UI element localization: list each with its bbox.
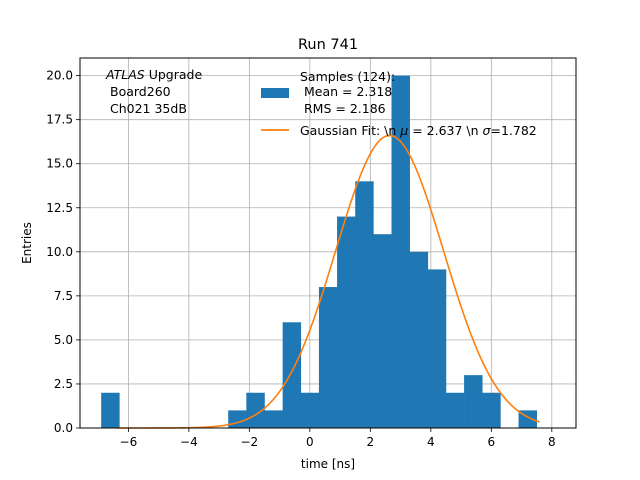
annotation-line-2: Board260	[110, 84, 171, 99]
legend-fit-sigma: σ	[483, 123, 492, 138]
histogram-bar	[409, 251, 429, 428]
histogram-bar	[482, 392, 501, 428]
x-tick-label: 6	[487, 435, 495, 449]
histogram-bar	[337, 216, 356, 428]
histogram-bar	[101, 392, 120, 428]
y-axis-ticks: 0.0 2.5 5.0 7.5 10.0 12.5 15.0 17.5 20.0	[46, 69, 80, 435]
x-tick-label: 2	[367, 435, 375, 449]
y-tick-label: 17.5	[46, 113, 73, 127]
x-tick-label: −2	[241, 435, 259, 449]
histogram-bar	[318, 287, 338, 428]
x-tick-label: −4	[180, 435, 198, 449]
histogram-bar	[264, 410, 283, 428]
x-tick-label: −6	[120, 435, 138, 449]
legend-histogram-patch	[261, 88, 289, 98]
grid-lines	[80, 58, 576, 429]
y-tick-label: 10.0	[46, 245, 73, 259]
histogram-bar	[373, 234, 392, 428]
x-tick-label: 0	[306, 435, 314, 449]
annotation-line-1: ATLAS Upgrade	[105, 67, 202, 82]
y-tick-label: 5.0	[54, 333, 73, 347]
y-axis-label: Entries	[20, 222, 34, 264]
histogram-bar	[391, 75, 410, 428]
histogram-bar	[246, 392, 265, 428]
legend-histogram-line-2: Mean = 2.318	[304, 84, 392, 99]
histogram-bar	[427, 269, 447, 428]
histogram-bar	[464, 375, 483, 428]
histogram-bar	[355, 181, 374, 428]
plot-frame	[79, 57, 577, 429]
x-tick-label: 8	[548, 435, 556, 449]
histogram-bar	[445, 392, 465, 428]
legend-fit-label: Gaussian Fit: \n μ = 2.637 \n σ=1.782	[300, 123, 537, 138]
histogram-bars	[101, 75, 537, 428]
y-tick-label: 20.0	[46, 69, 73, 83]
legend-histogram-line-3: RMS = 2.186	[304, 101, 386, 116]
y-tick-label: 0.0	[54, 421, 73, 435]
histogram-bar	[228, 410, 247, 428]
legend-fit-mid: = 2.637 \n	[408, 123, 482, 138]
legend-fit-prefix: Gaussian Fit: \n	[300, 123, 400, 138]
y-tick-label: 7.5	[54, 289, 73, 303]
y-tick-label: 15.0	[46, 157, 73, 171]
annotation-line-3: Ch021 35dB	[110, 101, 187, 116]
histogram-bar	[282, 322, 302, 428]
chart-title: Run 741	[298, 37, 358, 53]
y-tick-label: 12.5	[46, 201, 73, 215]
upgrade-label: Upgrade	[145, 67, 203, 82]
atlas-label: ATLAS	[105, 67, 145, 82]
legend-fit-mu: μ	[399, 123, 408, 138]
legend-histogram-line-1: Samples (124):	[300, 69, 395, 84]
x-axis-ticks: −6 −4 −2 0 2 4 6 8	[120, 428, 556, 449]
atlas-annotation: ATLAS Upgrade Board260 Ch021 35dB	[105, 67, 202, 116]
histogram-bar	[300, 392, 320, 428]
legend: Samples (124): Mean = 2.318 RMS = 2.186 …	[261, 69, 537, 138]
y-tick-label: 2.5	[54, 377, 73, 391]
x-axis-label: time [ns]	[301, 457, 355, 471]
legend-fit-suffix: =1.782	[490, 123, 536, 138]
x-tick-label: 4	[427, 435, 435, 449]
